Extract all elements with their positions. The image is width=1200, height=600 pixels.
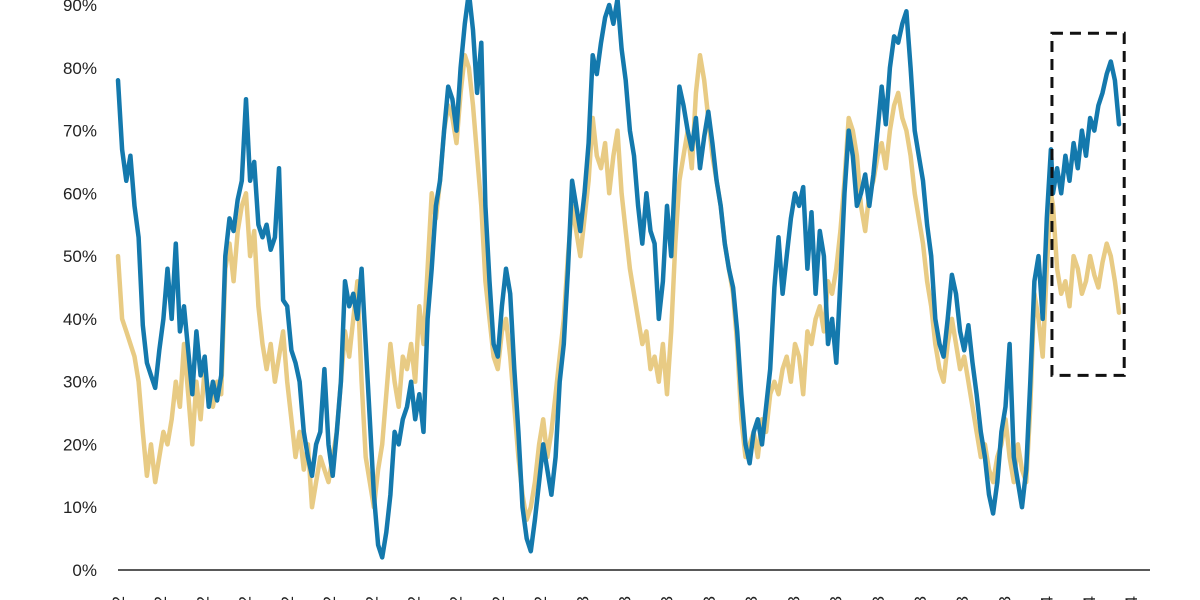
y-tick-label: 40%	[63, 310, 97, 329]
x-tick-label: 23	[700, 596, 719, 600]
x-tick-label: 22	[447, 596, 466, 600]
y-tick-label: 70%	[63, 122, 97, 141]
y-tick-label: 0%	[72, 561, 97, 580]
x-tick-label: 23	[573, 596, 592, 600]
y-tick-label: 20%	[63, 435, 97, 454]
x-tick-label: 23	[869, 596, 888, 600]
x-tick-label: 22	[193, 596, 212, 600]
x-tick-label: 22	[489, 596, 508, 600]
x-tick-label: 22	[236, 596, 255, 600]
x-tick-label: 23	[995, 596, 1014, 600]
series-layer	[115, 0, 1122, 560]
y-tick-label: 30%	[63, 373, 97, 392]
y-tick-label: 90%	[63, 0, 97, 15]
y-tick-label: 80%	[63, 59, 97, 78]
series-line-1	[115, 0, 1122, 560]
series-line-2	[115, 52, 1122, 523]
y-axis-ticks: 0% 10% 20% 30% 40% 50% 60% 70% 80% 90%	[63, 0, 97, 580]
x-tick-label: 23	[827, 596, 846, 600]
x-tick-label: 22	[531, 596, 550, 600]
x-tick-label: 24	[1038, 596, 1057, 600]
x-tick-label: 22	[362, 596, 381, 600]
x-tick-label: 22	[109, 596, 128, 600]
y-tick-label: 50%	[63, 247, 97, 266]
x-tick-label: 24	[1080, 596, 1099, 600]
x-tick-label: 22	[278, 596, 297, 600]
highlight-box	[1050, 31, 1126, 377]
x-tick-label: 23	[616, 596, 635, 600]
x-tick-label: 22	[404, 596, 423, 600]
x-tick-label: 23	[911, 596, 930, 600]
y-tick-label: 60%	[63, 184, 97, 203]
y-tick-label: 10%	[63, 498, 97, 517]
x-tick-label: 24	[1122, 596, 1141, 600]
x-tick-label: 22	[151, 596, 170, 600]
x-tick-label: 23	[742, 596, 761, 600]
x-tick-label: 22	[320, 596, 339, 600]
x-tick-label: 23	[784, 596, 803, 600]
x-axis-ticks: 22 22 22 22 22 22 22 22 22 22 22 23 23 23 23 23 23 23 23 23…	[109, 596, 1141, 600]
x-tick-label: 23	[953, 596, 972, 600]
x-tick-label: 23	[658, 596, 677, 600]
